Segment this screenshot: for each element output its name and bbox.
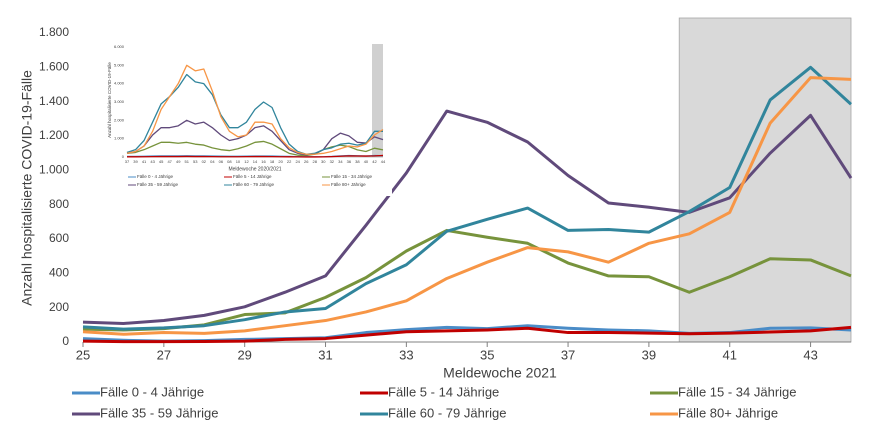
inset-legend-label: Fälle 0 - 4 Jährige — [137, 174, 174, 179]
series-line — [82, 76, 852, 336]
inset-y-tick-label: 4.000 — [114, 81, 125, 86]
inset-y-tick-label: 6.000 — [114, 44, 125, 49]
inset-x-tick-label: 24 — [295, 159, 300, 164]
legend-label: Fälle 60 - 79 Jährige — [388, 405, 507, 420]
y-tick-label: 800 — [49, 197, 69, 211]
inset-y-axis-label: Anzahl hospitalisierte COVID-19-Fälle — [107, 62, 112, 138]
inset-y-tick-label: 0 — [122, 154, 125, 159]
inset-x-tick-label: 37 — [125, 159, 130, 164]
y-tick-label: 200 — [49, 300, 69, 314]
x-tick-label: 27 — [157, 347, 171, 362]
y-tick-label: 1.200 — [39, 128, 69, 142]
inset-legend-label: Fälle 80+ Jährige — [331, 182, 366, 187]
inset-series-line — [126, 119, 384, 156]
y-tick-label: 600 — [49, 231, 69, 245]
inset-legend-label: Fälle 35 - 59 Jährige — [137, 182, 179, 187]
y-tick-label: 0 — [62, 334, 69, 348]
inset-x-axis-label: Meldewoche 2020/2021 — [228, 166, 281, 172]
inset-x-tick-label: 42 — [372, 159, 377, 164]
inset-x-tick-label: 51 — [185, 159, 190, 164]
inset-x-tick-label: 36 — [347, 159, 352, 164]
highlight-region — [678, 17, 852, 343]
inset-legend-label: Fälle 5 - 14 Jährige — [233, 174, 272, 179]
x-tick-label: 33 — [399, 347, 413, 362]
inset-x-tick-label: 08 — [227, 159, 232, 164]
y-tick-label: 1.400 — [39, 94, 69, 108]
x-tick-label: 31 — [318, 347, 332, 362]
inset-x-tick-label: 43 — [150, 159, 155, 164]
x-tick-label: 25 — [76, 347, 90, 362]
series-line — [82, 65, 853, 331]
legend-label: Fälle 15 - 34 Jährige — [678, 384, 797, 399]
inset-series-line — [126, 64, 384, 155]
inset-series-line — [126, 140, 384, 157]
inset-x-tick-label: 22 — [287, 159, 292, 164]
series-line — [82, 228, 852, 332]
inset-y-tick-label: 2.000 — [114, 117, 125, 122]
inset-x-tick-label: 49 — [176, 159, 181, 164]
inset-x-tick-label: 18 — [270, 159, 275, 164]
y-tick-label: 1.600 — [39, 60, 69, 74]
legend-label: Fälle 35 - 59 Jährige — [100, 405, 219, 420]
legend-label: Fälle 5 - 14 Jährige — [388, 384, 499, 399]
inset-x-tick-label: 32 — [330, 159, 335, 164]
inset-x-tick-label: 14 — [253, 159, 258, 164]
x-axis-label: Meldewoche 2021 — [443, 365, 557, 381]
inset-x-tick-label: 45 — [159, 159, 164, 164]
inset-x-tick-label: 06 — [219, 159, 224, 164]
x-tick-label: 29 — [237, 347, 251, 362]
inset-x-tick-label: 02 — [202, 159, 207, 164]
y-axis-label: Anzahl hospitalisierte COVID-19-Fälle — [19, 70, 35, 306]
inset-x-tick-label: 12 — [244, 159, 249, 164]
legend-label: Fälle 0 - 4 Jährige — [100, 384, 204, 399]
inset-x-tick-label: 30 — [321, 159, 326, 164]
y-tick-label: 1.800 — [39, 25, 69, 39]
inset-x-tick-label: 44 — [381, 159, 386, 164]
inset-y-tick-label: 3.000 — [114, 99, 125, 104]
x-tick-label: 41 — [723, 347, 737, 362]
inset-x-tick-label: 28 — [313, 159, 318, 164]
inset-legend-label: Fälle 15 - 34 Jährige — [331, 174, 373, 179]
inset-x-tick-label: 04 — [210, 159, 215, 164]
series-line — [82, 325, 852, 344]
inset-y-tick-label: 1.000 — [114, 136, 125, 141]
x-tick-label: 43 — [803, 347, 817, 362]
inset-x-tick-label: 20 — [278, 159, 283, 164]
x-tick-label: 35 — [480, 347, 494, 362]
inset-x-tick-label: 53 — [193, 159, 198, 164]
inset-x-tick-label: 16 — [261, 159, 266, 164]
inset-x-tick-label: 39 — [133, 159, 138, 164]
series-line — [82, 109, 853, 325]
legend-label: Fälle 80+ Jährige — [678, 405, 778, 420]
inset-series-line — [127, 154, 384, 158]
inset-x-tick-label: 47 — [167, 159, 172, 164]
inset-x-tick-label: 40 — [364, 159, 369, 164]
inset-background — [104, 40, 392, 196]
inset-y-tick-label: 5.000 — [114, 62, 125, 67]
inset-legend-label: Fälle 60 - 79 Jährige — [233, 182, 275, 187]
y-tick-label: 400 — [49, 266, 69, 280]
y-tick-label: 1.000 — [39, 163, 69, 177]
inset-x-tick-label: 34 — [338, 159, 343, 164]
x-tick-label: 37 — [561, 347, 575, 362]
inset-highlight — [372, 44, 383, 157]
inset-x-tick-label: 10 — [236, 159, 241, 164]
inset-x-tick-label: 38 — [355, 159, 360, 164]
inset-x-tick-label: 26 — [304, 159, 309, 164]
x-tick-label: 39 — [642, 347, 656, 362]
inset-x-tick-label: 41 — [142, 159, 147, 164]
